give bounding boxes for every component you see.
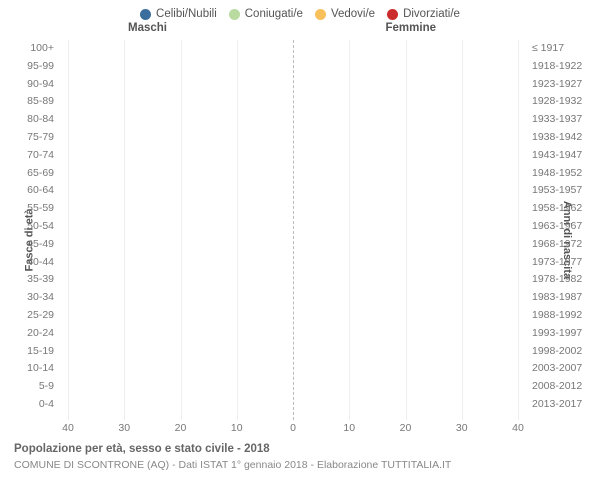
birth-year-label: 1968-1972 — [532, 236, 592, 254]
birth-year-label: 2013-2017 — [532, 396, 592, 414]
age-band-label: 15-19 — [6, 343, 54, 361]
age-band-label: 100+ — [6, 40, 54, 58]
age-band-label: 30-34 — [6, 289, 54, 307]
x-tick-label: 20 — [175, 422, 187, 434]
age-band-label: 75-79 — [6, 129, 54, 147]
age-band-label: 90-94 — [6, 76, 54, 94]
pyramid-row — [68, 289, 518, 307]
birth-year-label: 2008-2012 — [532, 378, 592, 396]
pyramid-row — [68, 111, 518, 129]
legend-item: Divorziati/e — [387, 8, 460, 20]
legend-item: Celibi/Nubili — [140, 8, 217, 20]
caption-title: Popolazione per età, sesso e stato civil… — [14, 442, 594, 458]
pyramid-row — [68, 307, 518, 325]
birth-year-label: 1993-1997 — [532, 325, 592, 343]
age-axis-labels: 100+95-9990-9485-8980-8475-7970-7465-696… — [6, 40, 54, 414]
birth-year-label: 1933-1937 — [532, 111, 592, 129]
pyramid-row — [68, 76, 518, 94]
age-band-label: 70-74 — [6, 147, 54, 165]
birth-year-label: 1943-1947 — [532, 147, 592, 165]
pyramid-row — [68, 218, 518, 236]
pyramid-row — [68, 40, 518, 58]
x-tick-label: 30 — [456, 422, 468, 434]
male-label: Maschi — [128, 22, 167, 34]
birth-year-label: 1928-1932 — [532, 93, 592, 111]
pyramid-row — [68, 165, 518, 183]
birth-year-label: 1973-1977 — [532, 254, 592, 272]
bars — [68, 40, 518, 420]
age-band-label: 40-44 — [6, 254, 54, 272]
age-band-label: 50-54 — [6, 218, 54, 236]
age-band-label: 65-69 — [6, 165, 54, 183]
birth-year-label: ≤ 1917 — [532, 40, 592, 58]
age-band-label: 10-14 — [6, 360, 54, 378]
x-tick-label: 0 — [290, 422, 296, 434]
pyramid-row — [68, 129, 518, 147]
x-tick-label: 40 — [512, 422, 524, 434]
caption-subtitle: COMUNE DI SCONTRONE (AQ) - Dati ISTAT 1°… — [14, 458, 594, 472]
legend-label: Vedovi/e — [331, 8, 375, 20]
pyramid-row — [68, 93, 518, 111]
legend: Celibi/Nubili Coniugati/e Vedovi/e Divorzia… — [6, 8, 594, 20]
x-axis: 40302010010203040 — [68, 422, 518, 440]
age-band-label: 35-39 — [6, 271, 54, 289]
pyramid-row — [68, 58, 518, 76]
age-band-label: 95-99 — [6, 58, 54, 76]
x-tick-label: 40 — [62, 422, 74, 434]
birth-year-label: 1918-1922 — [532, 58, 592, 76]
birth-year-label: 1953-1957 — [532, 182, 592, 200]
legend-label: Celibi/Nubili — [156, 8, 217, 20]
pyramid-row — [68, 396, 518, 414]
legend-swatch — [387, 9, 398, 20]
pyramid-row — [68, 236, 518, 254]
legend-swatch — [229, 9, 240, 20]
age-band-label: 85-89 — [6, 93, 54, 111]
birth-year-label: 1963-1967 — [532, 218, 592, 236]
age-band-label: 55-59 — [6, 200, 54, 218]
age-band-label: 0-4 — [6, 396, 54, 414]
pyramid-row — [68, 360, 518, 378]
legend-item: Coniugati/e — [229, 8, 303, 20]
caption: Popolazione per età, sesso e stato civil… — [6, 440, 594, 472]
age-band-label: 80-84 — [6, 111, 54, 129]
x-tick-label: 20 — [400, 422, 412, 434]
pyramid-row — [68, 343, 518, 361]
birth-year-label: 1978-1982 — [532, 271, 592, 289]
birth-year-label: 1948-1952 — [532, 165, 592, 183]
pyramid-row — [68, 271, 518, 289]
gender-labels: Maschi Femmine — [6, 22, 594, 38]
legend-label: Coniugati/e — [245, 8, 303, 20]
pyramid-row — [68, 200, 518, 218]
age-band-label: 60-64 — [6, 182, 54, 200]
age-band-label: 20-24 — [6, 325, 54, 343]
age-band-label: 5-9 — [6, 378, 54, 396]
x-tick-label: 10 — [231, 422, 243, 434]
pyramid-row — [68, 147, 518, 165]
birth-year-label: 1958-1962 — [532, 200, 592, 218]
pyramid-row — [68, 378, 518, 396]
x-tick-label: 30 — [118, 422, 130, 434]
birth-year-label: 2003-2007 — [532, 360, 592, 378]
birth-year-label: 1938-1942 — [532, 129, 592, 147]
pyramid-row — [68, 325, 518, 343]
age-band-label: 25-29 — [6, 307, 54, 325]
female-label: Femmine — [386, 22, 437, 34]
legend-swatch — [140, 9, 151, 20]
plot-area: Fasce di età Anni di nascita 100+95-9990… — [6, 40, 594, 440]
birth-year-label: 1988-1992 — [532, 307, 592, 325]
pyramid-row — [68, 254, 518, 272]
birth-year-label: 1983-1987 — [532, 289, 592, 307]
legend-swatch — [315, 9, 326, 20]
population-pyramid-chart: Celibi/Nubili Coniugati/e Vedovi/e Divorzia… — [0, 0, 600, 500]
x-tick-label: 10 — [343, 422, 355, 434]
legend-label: Divorziati/e — [403, 8, 460, 20]
legend-item: Vedovi/e — [315, 8, 375, 20]
gridline — [518, 40, 519, 420]
birth-year-labels: ≤ 19171918-19221923-19271928-19321933-19… — [532, 40, 592, 414]
birth-year-label: 1923-1927 — [532, 76, 592, 94]
birth-year-label: 1998-2002 — [532, 343, 592, 361]
pyramid-row — [68, 182, 518, 200]
age-band-label: 45-49 — [6, 236, 54, 254]
